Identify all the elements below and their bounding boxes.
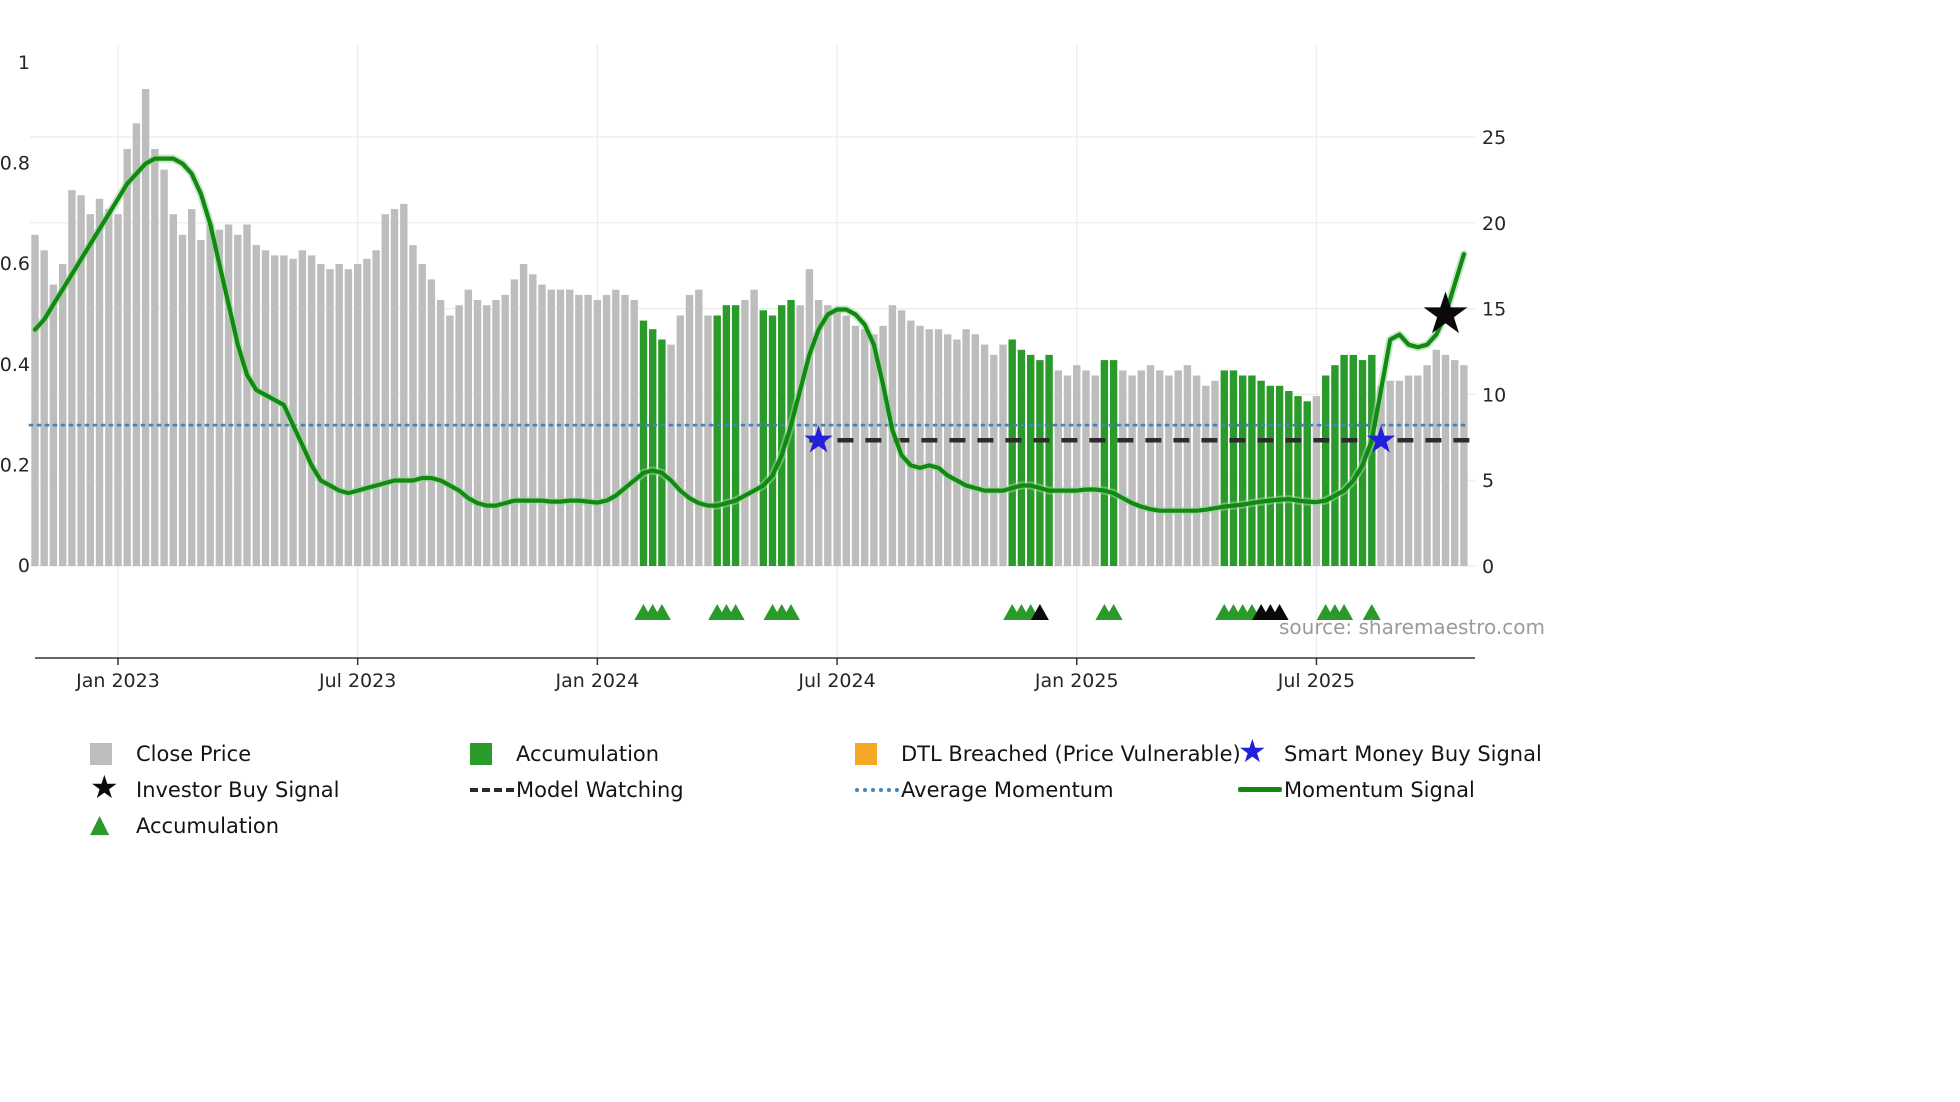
svg-text:15: 15 [1482,299,1506,321]
legend-label-close-price: Close Price [136,741,252,766]
legend-label-accumulation-triangle: Accumulation [136,813,280,838]
reference-lines [28,423,1472,443]
svg-text:Jul 2024: Jul 2024 [797,670,875,692]
legend-item-investor-buy: ★ Investor Buy Signal [90,767,470,806]
accumulation-swatch-icon [470,742,492,765]
svg-text:1: 1 [18,52,30,74]
svg-text:0.2: 0.2 [0,454,30,476]
source-attribution: source: sharemaestro.com [1279,615,1545,639]
average-momentum-line-icon [855,787,899,792]
svg-text:Jul 2025: Jul 2025 [1277,670,1355,692]
smart-money-star-icon: ★ [1238,731,1267,770]
legend-item-close-price: Close Price [90,738,470,769]
signal-markers [634,291,1468,620]
legend-item-accumulation-bar: Accumulation [470,738,855,769]
svg-text:5: 5 [1482,470,1494,492]
svg-text:Jan 2025: Jan 2025 [1034,670,1119,692]
legend-item-dtl-breached: DTL Breached (Price Vulnerable) [855,738,1241,769]
svg-text:Jan 2024: Jan 2024 [555,670,640,692]
svg-text:0.6: 0.6 [0,253,30,275]
model-watching-line-icon [470,787,514,792]
svg-text:0: 0 [1482,556,1494,578]
investor-buy-star-icon: ★ [90,767,119,806]
momentum-signal-line [31,154,1468,515]
legend-label-accumulation-bar: Accumulation [516,741,660,766]
svg-text:Jan 2023: Jan 2023 [75,670,160,692]
dtl-breached-swatch-icon [855,742,877,765]
legend-label-investor-buy: Investor Buy Signal [136,777,340,802]
legend-label-dtl-breached: DTL Breached (Price Vulnerable) [901,741,1241,766]
accumulation-triangle-icon: ▲ [90,809,110,838]
svg-text:0.4: 0.4 [0,354,30,376]
legend-label-momentum-signal: Momentum Signal [1284,777,1475,802]
close-price-swatch-icon [90,742,112,765]
legend-item-average-momentum: Average Momentum [855,774,1238,805]
svg-text:20: 20 [1482,213,1506,235]
svg-text:0.8: 0.8 [0,153,30,175]
svg-text:Jul 2023: Jul 2023 [318,670,396,692]
legend: Close Price Accumulation DTL Breached (P… [90,731,1960,841]
svg-text:10: 10 [1482,384,1506,406]
legend-item-momentum-signal: Momentum Signal [1238,774,1960,805]
svg-text:25: 25 [1482,127,1506,149]
legend-item-accumulation-triangle: ▲ Accumulation [90,810,470,841]
legend-label-average-momentum: Average Momentum [901,777,1114,802]
legend-label-model-watching: Model Watching [516,777,684,802]
momentum-signal-line-icon [1238,787,1282,792]
svg-text:0: 0 [18,555,30,577]
legend-label-smart-money: Smart Money Buy Signal [1284,741,1542,766]
legend-item-model-watching: Model Watching [470,774,855,805]
legend-item-smart-money: ★ Smart Money Buy Signal [1238,731,1960,770]
